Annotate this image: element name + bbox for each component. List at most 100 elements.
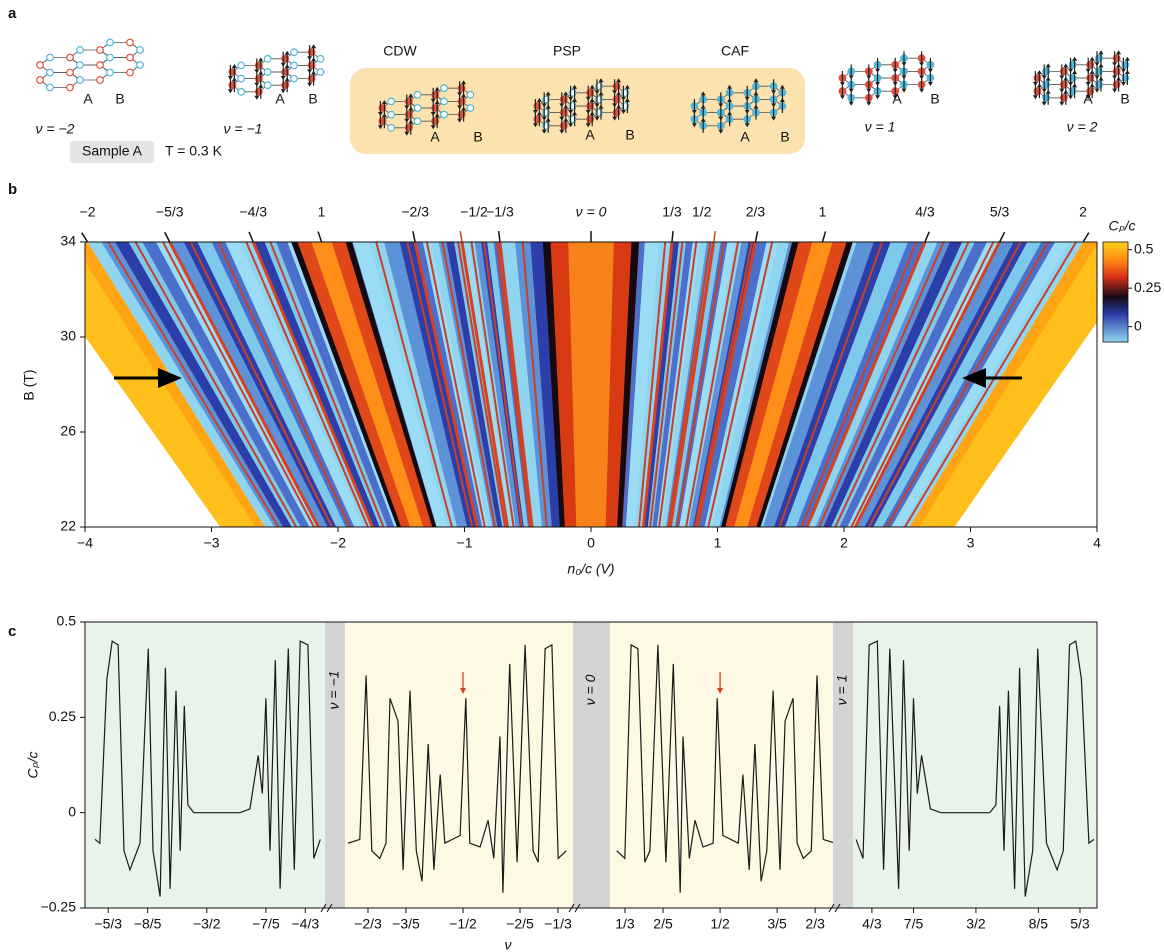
heatmap-stripe <box>87 242 275 527</box>
spin-head <box>572 111 578 116</box>
spin-head <box>280 76 286 80</box>
lattice-site <box>46 83 54 92</box>
colorbar-label: Cₚ/c <box>1109 218 1136 234</box>
gap-label: ν = 0 <box>582 674 598 705</box>
lattice-site <box>263 81 272 90</box>
spin-head <box>727 84 733 89</box>
spin-head <box>1045 63 1051 68</box>
heatmap-stripe <box>446 242 503 527</box>
spin-head <box>598 104 604 109</box>
heatmap-stripe <box>762 242 874 527</box>
x-tick-label: −5/3 <box>94 916 122 932</box>
heatmap-line <box>668 242 716 527</box>
x-tick-label: 3/5 <box>767 916 787 932</box>
lattice-site <box>316 54 325 63</box>
top-tick <box>317 231 323 243</box>
spin-head <box>280 89 286 94</box>
heatmap-stripe <box>711 242 789 527</box>
spin-head <box>377 112 383 116</box>
heatmap-stripe <box>156 242 319 527</box>
top-tick-label: −2/3 <box>401 204 429 220</box>
state-caption: ν = −2 <box>36 121 75 137</box>
spin-head <box>718 129 724 134</box>
spin-head <box>612 90 618 95</box>
spin-head <box>594 90 600 95</box>
x-tick-label: 8/5 <box>1029 916 1049 932</box>
spin-head <box>284 64 290 68</box>
heatmap-stripe <box>900 242 1084 527</box>
spin-head <box>700 104 706 109</box>
x-tick-label: −1/3 <box>544 916 572 932</box>
heatmap-stripe <box>515 242 552 527</box>
lattice-site <box>76 46 84 54</box>
heatmap-stripe <box>128 242 301 527</box>
state-caption: ν = −1 <box>224 121 263 137</box>
top-tick <box>412 231 416 243</box>
x-tick-label: 1 <box>714 535 722 551</box>
top-tick-label: −5/3 <box>156 204 184 220</box>
heatmap-stripe <box>815 242 950 527</box>
spin-head <box>875 95 881 100</box>
sublattice-label: A <box>585 127 595 143</box>
lattice-site <box>46 53 54 62</box>
spin-head <box>280 62 286 67</box>
spin-head <box>536 98 542 102</box>
sublattice-label: B <box>780 129 789 145</box>
y-tick-label: 34 <box>60 233 76 249</box>
panel-label: c <box>8 623 16 640</box>
spin-head <box>461 106 467 111</box>
lattice-site <box>66 53 74 62</box>
sublattice-label: A <box>892 91 902 107</box>
top-tick-label: 1/3 <box>662 204 682 220</box>
state-caption: ν = 2 <box>1067 119 1098 135</box>
sublattice-label: A <box>275 91 285 107</box>
heatmap-line <box>850 242 995 527</box>
heatmap-stripe <box>784 242 908 527</box>
top-tick-label: 1 <box>819 204 827 220</box>
spin-head <box>307 69 313 74</box>
top-tick <box>712 231 717 243</box>
spin-head <box>927 82 933 86</box>
spin-head <box>1072 56 1078 61</box>
heatmap-stripe <box>807 242 938 527</box>
top-tick <box>998 231 1006 243</box>
top-tick-label: 1 <box>318 204 326 220</box>
lattice-site <box>76 76 84 84</box>
heatmap-line <box>495 242 532 527</box>
heatmap-line <box>778 242 884 527</box>
top-tick <box>164 231 171 243</box>
heatmap-line <box>641 242 674 527</box>
spin-head <box>585 123 591 128</box>
heatmap-line <box>834 242 970 527</box>
spin-head <box>727 111 733 116</box>
heatmap-stripe <box>670 242 721 527</box>
spin-head <box>563 117 569 122</box>
top-tick <box>248 231 254 243</box>
spin-head <box>541 103 547 108</box>
x-tick-label: 2 <box>840 535 848 551</box>
heatmap-line <box>245 242 369 527</box>
spin-head <box>1085 95 1091 100</box>
spin-head <box>311 70 317 75</box>
spin-head <box>771 103 777 108</box>
y-axis-label: B (T) <box>21 369 37 400</box>
spin-head <box>700 117 706 122</box>
spin-head <box>536 111 542 116</box>
heatmap-stripe <box>661 242 707 527</box>
spin-head <box>231 77 237 82</box>
spin-head <box>839 95 845 100</box>
x-tick-label: −1 <box>457 535 473 551</box>
top-tick-label: −4/3 <box>239 204 267 220</box>
spin-head <box>1085 82 1091 86</box>
heatmap-line <box>470 242 515 527</box>
spin-head <box>563 91 569 96</box>
spin-head <box>892 82 898 86</box>
lattice-site <box>387 123 396 132</box>
spin-head <box>1068 82 1074 86</box>
heatmap-stripe <box>474 242 520 527</box>
spin-head <box>1116 76 1122 81</box>
sublattice-label: B <box>1120 91 1129 107</box>
spin-head <box>1041 75 1047 80</box>
spin-head <box>377 125 383 130</box>
heatmap-stripe <box>399 242 478 527</box>
